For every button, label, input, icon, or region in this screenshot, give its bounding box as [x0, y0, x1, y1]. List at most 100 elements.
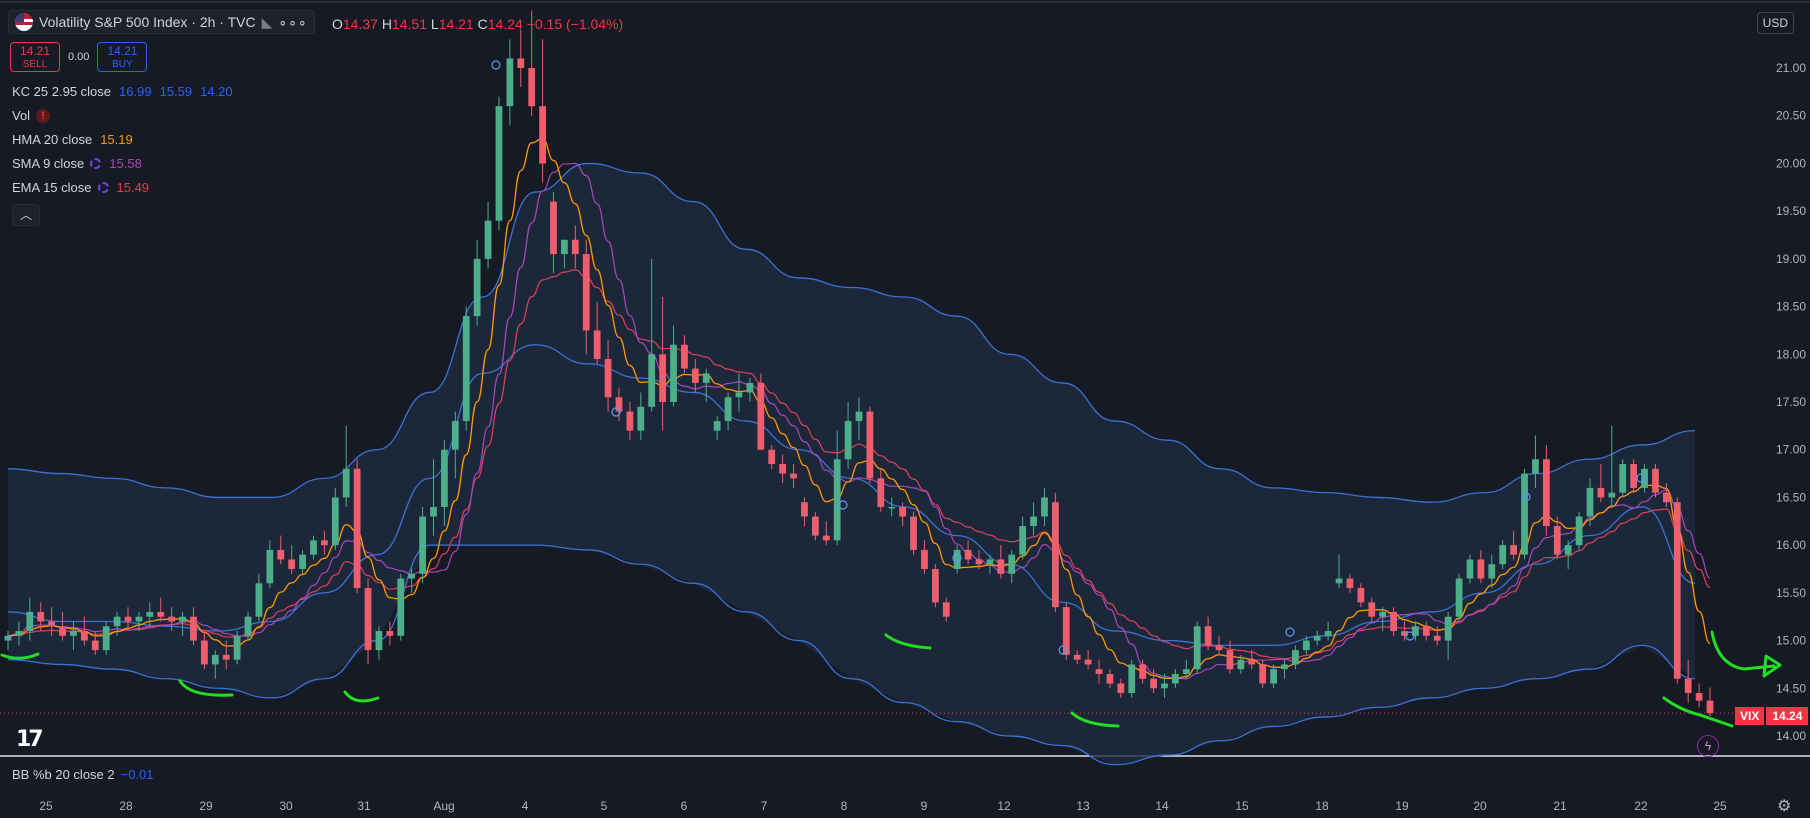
candle-body — [484, 220, 492, 259]
x-tick-label: 25 — [1713, 799, 1727, 813]
collapse-legend-button[interactable]: ︿ — [12, 204, 40, 226]
candle-body — [910, 516, 917, 550]
candle-body — [462, 316, 470, 422]
candle-body — [1095, 669, 1103, 674]
trade-panel: 14.21 SELL 0.00 14.21 BUY — [10, 42, 148, 72]
x-tick-label: 14 — [1155, 799, 1169, 813]
settings-gear-icon[interactable]: ⚙ — [1777, 798, 1792, 815]
indicator-hma[interactable]: HMA 20 close 15.19 — [12, 132, 133, 147]
candle-body — [1106, 673, 1114, 684]
candle-body — [1401, 631, 1408, 636]
candle-body — [790, 473, 797, 479]
candle-body — [1248, 659, 1256, 665]
candle-body — [48, 621, 56, 627]
x-tick-label: 31 — [357, 799, 371, 813]
candle-body — [953, 549, 961, 569]
candle-body — [702, 373, 710, 383]
candle-body — [746, 382, 754, 393]
symbol-title[interactable]: Volatility S&P 500 Index · 2h · TVC — [39, 14, 256, 30]
candle-body — [451, 421, 459, 450]
indicator-kc-upper: 16.99 — [119, 84, 152, 99]
warning-icon[interactable]: ! — [36, 108, 51, 123]
y-tick-label: 17.50 — [1776, 395, 1806, 409]
candle-body — [1204, 626, 1212, 646]
lightning-icon[interactable]: ϟ — [1697, 735, 1719, 757]
candle-body — [70, 631, 77, 636]
candle-body — [735, 392, 743, 398]
candle-body — [342, 468, 350, 498]
ohlc-readout: O14.37 H14.51 L14.21 C14.24 −0.15 (−1.04… — [332, 16, 623, 32]
sell-button[interactable]: 14.21 SELL — [10, 42, 60, 72]
kc-lower-line — [7, 544, 1696, 766]
flag-marker-icon[interactable]: ◣ — [261, 13, 273, 30]
indicator-kc[interactable]: KC 25 2.95 close 16.99 15.59 14.20 — [12, 84, 233, 99]
candle-body — [670, 344, 677, 402]
indicator-sma[interactable]: SMA 9 close 15.58 — [12, 156, 142, 171]
candle-body — [1030, 516, 1037, 527]
candle-body — [244, 616, 252, 636]
candle-body — [801, 502, 808, 517]
indicator-vol-name: Vol — [12, 108, 31, 123]
candle-body — [1488, 564, 1496, 579]
symbol-title-bar[interactable]: Volatility S&P 500 Index · 2h · TVC ◣ ∘∘… — [8, 10, 315, 34]
candle-body — [1477, 559, 1485, 579]
sell-label: SELL — [22, 59, 48, 70]
tradingview-logo-icon[interactable]: 17 — [16, 727, 44, 752]
y-tick-label: 17.00 — [1776, 443, 1806, 457]
candle-body — [779, 464, 787, 474]
candle-body — [1335, 578, 1343, 584]
candle-body — [1150, 678, 1157, 689]
x-tick-label: 28 — [119, 799, 133, 813]
candle-body — [1226, 650, 1234, 670]
candle-body — [1564, 545, 1572, 555]
candle-body — [102, 626, 110, 651]
candle-body — [1259, 664, 1267, 684]
candle-body — [397, 578, 405, 636]
candle-body — [1052, 502, 1059, 608]
candle-body — [1237, 659, 1245, 670]
candle-body — [637, 406, 645, 431]
candle-body — [201, 640, 208, 665]
indicator-ema[interactable]: EMA 15 close 15.49 — [12, 180, 149, 195]
candle-body — [146, 611, 154, 617]
candle-body — [1608, 492, 1616, 498]
candle-body — [1139, 664, 1147, 679]
y-tick-label: 14.50 — [1776, 681, 1806, 695]
event-marker-icon — [1058, 645, 1068, 655]
sell-price: 14.21 — [19, 44, 51, 58]
bb-indicator-legend[interactable]: BB %b 20 close 2 −0.01 — [12, 767, 154, 782]
y-tick-label: 19.50 — [1776, 204, 1806, 218]
currency-selector[interactable]: USD — [1756, 12, 1794, 34]
candle-body — [855, 411, 863, 422]
buy-button[interactable]: 14.21 BUY — [97, 42, 148, 72]
candle-body — [757, 382, 765, 450]
candle-body — [1368, 602, 1376, 617]
more-icon[interactable]: ∘∘∘ — [278, 13, 308, 30]
bb-indicator-value: −0.01 — [120, 767, 154, 782]
indicator-vol[interactable]: Vol ! — [12, 108, 51, 123]
candle-body — [899, 506, 907, 517]
candle-body — [1455, 578, 1463, 617]
candle-body — [1161, 683, 1168, 689]
candle-body — [1553, 526, 1561, 555]
candle-body — [255, 583, 263, 617]
y-tick-label: 19.00 — [1776, 252, 1806, 266]
kc-upper-line — [7, 162, 1696, 503]
sma-line — [7, 162, 1711, 680]
candle-body — [1313, 635, 1321, 641]
candle-body — [168, 616, 176, 622]
candle-body — [4, 635, 12, 641]
candle-body — [310, 540, 317, 555]
candle-body — [866, 411, 874, 479]
x-tick-label: 5 — [601, 799, 608, 813]
candle-body — [26, 611, 34, 632]
candle-body — [921, 549, 928, 569]
indicator-ema-value: 15.49 — [116, 180, 150, 195]
x-tick-label: 30 — [279, 799, 293, 813]
event-marker-icon — [611, 407, 621, 417]
candle-body — [211, 654, 219, 665]
candle-body — [1357, 588, 1365, 603]
candle-body — [811, 516, 819, 536]
buy-price: 14.21 — [107, 44, 138, 58]
